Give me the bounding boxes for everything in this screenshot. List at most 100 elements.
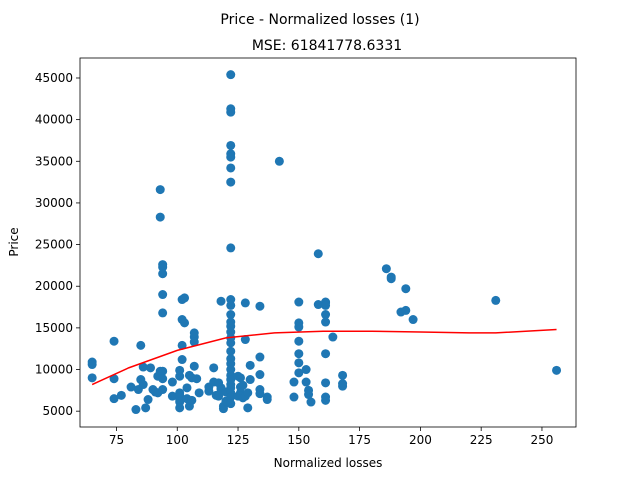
- scatter-point: [189, 328, 199, 338]
- axes-frame: [79, 57, 577, 428]
- scatter-point: [321, 317, 331, 327]
- scatter-point: [289, 392, 299, 402]
- scatter-point: [109, 336, 119, 346]
- x-axis-label: Normalized losses: [274, 456, 383, 470]
- scatter-point: [158, 366, 168, 376]
- scatter-point: [226, 346, 236, 356]
- scatter-point: [255, 301, 265, 311]
- y-tick-label: 25000: [35, 238, 73, 252]
- scatter-point: [301, 377, 311, 387]
- scatter-point: [158, 385, 168, 395]
- y-tick-label: 30000: [35, 196, 73, 210]
- x-tick-label: 200: [409, 433, 432, 447]
- scatter-point: [321, 349, 331, 359]
- scatter-point: [401, 305, 411, 315]
- scatter-point: [294, 349, 304, 359]
- scatter-point: [167, 391, 177, 401]
- scatter-point: [177, 355, 187, 365]
- scatter-point: [243, 403, 253, 413]
- scatter-point: [109, 374, 119, 384]
- y-axis-label: Price: [7, 227, 21, 256]
- scatter-point: [109, 394, 119, 404]
- scatter-point: [158, 308, 168, 318]
- scatter-point: [189, 337, 199, 347]
- scatter-point: [216, 296, 226, 306]
- scatter-point: [138, 362, 148, 372]
- scatter-point: [226, 140, 236, 150]
- scatter-point: [255, 389, 265, 399]
- scatter-point: [218, 404, 228, 414]
- scatter-point: [321, 378, 331, 388]
- scatter-point: [294, 322, 304, 332]
- scatter-point: [158, 374, 168, 384]
- scatter-point: [146, 363, 156, 373]
- x-tick-label: 125: [227, 433, 250, 447]
- scatter-point: [175, 388, 185, 398]
- chart-suptitle: Price - Normalized losses (1): [220, 12, 419, 28]
- scatter-point: [243, 388, 253, 398]
- x-axis-ticks: 75 100 125 150 175 200 225 250: [109, 427, 553, 447]
- scatter-point: [552, 365, 562, 375]
- scatter-point: [274, 156, 284, 166]
- scatter-point: [141, 403, 151, 413]
- scatter-point: [158, 262, 168, 272]
- scatter-point: [180, 318, 190, 328]
- y-tick-label: 40000: [35, 113, 73, 127]
- scatter-point: [226, 310, 236, 320]
- scatter-point: [301, 365, 311, 375]
- plot-area: [79, 57, 577, 428]
- scatter-point: [313, 249, 323, 259]
- scatter-point: [255, 352, 265, 362]
- scatter-point: [182, 383, 192, 393]
- scatter-point: [294, 297, 304, 307]
- scatter-point: [294, 358, 304, 368]
- scatter-point: [294, 368, 304, 378]
- scatter-point: [226, 177, 236, 187]
- x-tick-label: 175: [348, 433, 371, 447]
- scatter-point: [289, 377, 299, 387]
- scatter-point: [226, 392, 236, 402]
- scatter-point: [180, 293, 190, 303]
- scatter-points: [87, 70, 562, 415]
- scatter-point: [209, 363, 219, 373]
- y-tick-label: 35000: [35, 154, 73, 168]
- scatter-point: [321, 310, 331, 320]
- scatter-point: [226, 399, 236, 409]
- scatter-point: [255, 370, 265, 380]
- x-tick-label: 100: [166, 433, 189, 447]
- y-tick-label: 45000: [35, 71, 73, 85]
- scatter-point: [87, 360, 97, 370]
- chart-title: MSE: 61841778.6331: [252, 38, 402, 54]
- scatter-point: [116, 390, 126, 400]
- scatter-point: [226, 70, 236, 80]
- scatter-point: [491, 295, 501, 305]
- scatter-point: [306, 397, 316, 407]
- scatter-point: [240, 335, 250, 345]
- scatter-point: [155, 212, 165, 222]
- scatter-point: [175, 365, 185, 375]
- scatter-point: [321, 395, 331, 405]
- scatter-point: [294, 336, 304, 346]
- y-tick-label: 10000: [35, 363, 73, 377]
- scatter-point: [158, 290, 168, 300]
- scatter-point: [245, 375, 255, 385]
- scatter-point: [226, 338, 236, 348]
- scatter-point: [136, 340, 146, 350]
- scatter-point: [167, 377, 177, 387]
- scatter-point: [131, 405, 141, 415]
- scatter-point: [245, 360, 255, 370]
- scatter-point: [401, 284, 411, 294]
- x-tick-label: 150: [287, 433, 310, 447]
- scatter-point: [313, 300, 323, 310]
- y-tick-label: 20000: [35, 279, 73, 293]
- y-tick-label: 15000: [35, 321, 73, 335]
- scatter-point: [192, 374, 202, 384]
- scatter-point: [155, 185, 165, 195]
- x-tick-label: 75: [109, 433, 124, 447]
- scatter-point: [187, 395, 197, 405]
- scatter-point: [226, 243, 236, 253]
- scatter-point: [321, 300, 331, 310]
- scatter-point: [408, 315, 418, 325]
